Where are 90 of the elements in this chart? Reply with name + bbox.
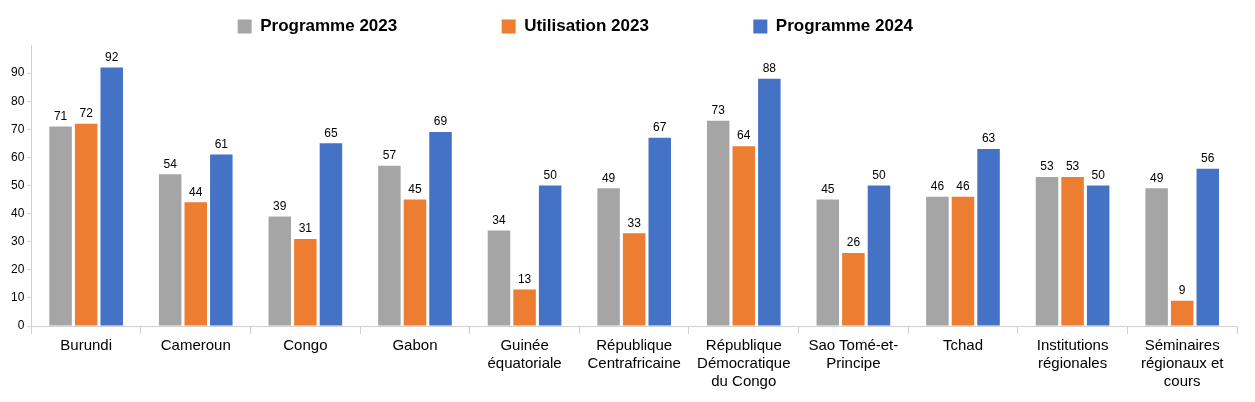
bar <box>184 202 208 326</box>
data-label: 54 <box>163 156 178 171</box>
legend-label: Programme 2023 <box>260 16 492 36</box>
data-label: 49 <box>1149 170 1164 185</box>
bar <box>210 154 233 326</box>
bar <box>1196 168 1220 326</box>
data-label: 72 <box>79 105 94 120</box>
y-tick-label: 70 <box>10 121 25 136</box>
data-label: 53 <box>1040 159 1055 174</box>
data-label: 50 <box>872 167 886 182</box>
bar <box>378 165 401 326</box>
data-label: 56 <box>1201 150 1215 165</box>
data-label: 13 <box>517 271 532 286</box>
bar <box>926 196 949 326</box>
data-label: 88 <box>762 61 777 76</box>
bar <box>1145 188 1168 326</box>
x-tick-label: République Centrafricaine <box>587 336 681 372</box>
x-tick-label: Gabon <box>392 336 438 354</box>
bar <box>1086 185 1110 326</box>
data-label: 33 <box>627 215 642 230</box>
data-label: 44 <box>189 184 203 199</box>
bar <box>1061 177 1084 326</box>
x-tick-label: République Démocratique du Congo <box>697 336 791 390</box>
data-label: 64 <box>737 128 751 143</box>
x-tick-label: Tchad <box>942 336 983 354</box>
data-label: 63 <box>981 131 996 146</box>
bar <box>1035 177 1059 326</box>
x-tick-label: Guinée équatoriale <box>487 336 562 372</box>
data-label: 71 <box>53 108 68 123</box>
data-label: 73 <box>711 103 726 118</box>
bar <box>867 185 891 326</box>
bar <box>816 199 840 326</box>
bar <box>1170 300 1194 326</box>
x-tick-label: Institutions régionales <box>1036 336 1109 372</box>
legend-label: Programme 2024 <box>775 16 1008 36</box>
data-label: 39 <box>273 198 287 213</box>
y-tick-label: 50 <box>10 177 25 192</box>
bar <box>648 137 671 326</box>
x-tick-label: Burundi <box>60 336 112 354</box>
x-tick-label: Cameroun <box>160 336 231 354</box>
bar <box>538 185 562 326</box>
data-label: 46 <box>930 179 945 194</box>
bar <box>268 216 292 326</box>
bar <box>294 238 317 326</box>
bar <box>977 148 1000 326</box>
x-tick-label: Séminaires régionaux et cours <box>1140 336 1225 390</box>
data-label: 92 <box>105 49 119 64</box>
data-label: 53 <box>1065 159 1080 174</box>
bar <box>74 123 98 326</box>
data-label: 46 <box>956 179 970 194</box>
data-label: 45 <box>408 181 422 196</box>
data-label: 61 <box>214 136 229 151</box>
data-label: 34 <box>492 212 506 227</box>
bar <box>429 132 452 326</box>
bar <box>158 174 182 326</box>
bar <box>758 78 781 326</box>
bar <box>597 188 620 326</box>
y-tick-label: 0 <box>17 318 25 333</box>
data-label: 65 <box>324 125 338 140</box>
y-tick-label: 10 <box>10 290 25 305</box>
y-tick-label: 30 <box>10 234 25 249</box>
y-tick-label: 90 <box>10 65 25 80</box>
x-tick-label: Sao Tomé-et-Principe <box>808 336 899 372</box>
bar <box>622 233 646 326</box>
bar <box>49 126 72 326</box>
data-label: 26 <box>846 235 861 250</box>
data-label: 45 <box>821 181 835 196</box>
bar <box>951 196 975 326</box>
legend-label: Utilisation 2023 <box>524 16 744 36</box>
bar <box>487 230 511 326</box>
y-tick-label: 40 <box>10 205 25 220</box>
data-label: 69 <box>433 114 448 129</box>
bar <box>319 143 343 326</box>
y-tick-label: 20 <box>10 262 25 277</box>
data-label: 31 <box>298 221 313 236</box>
data-label: 50 <box>543 167 558 182</box>
data-label: 67 <box>653 120 667 135</box>
data-label: 57 <box>382 148 397 163</box>
bar <box>706 120 730 326</box>
bar <box>100 67 123 326</box>
data-label: 49 <box>601 170 616 185</box>
bar <box>513 289 536 326</box>
bar <box>842 252 865 326</box>
y-tick-label: 60 <box>10 149 25 164</box>
x-tick-label: Congo <box>283 336 328 354</box>
bar <box>403 199 427 326</box>
y-tick-label: 80 <box>10 93 25 108</box>
data-label: 9 <box>1178 283 1186 298</box>
data-label: 50 <box>1091 167 1106 182</box>
bar <box>732 146 756 326</box>
